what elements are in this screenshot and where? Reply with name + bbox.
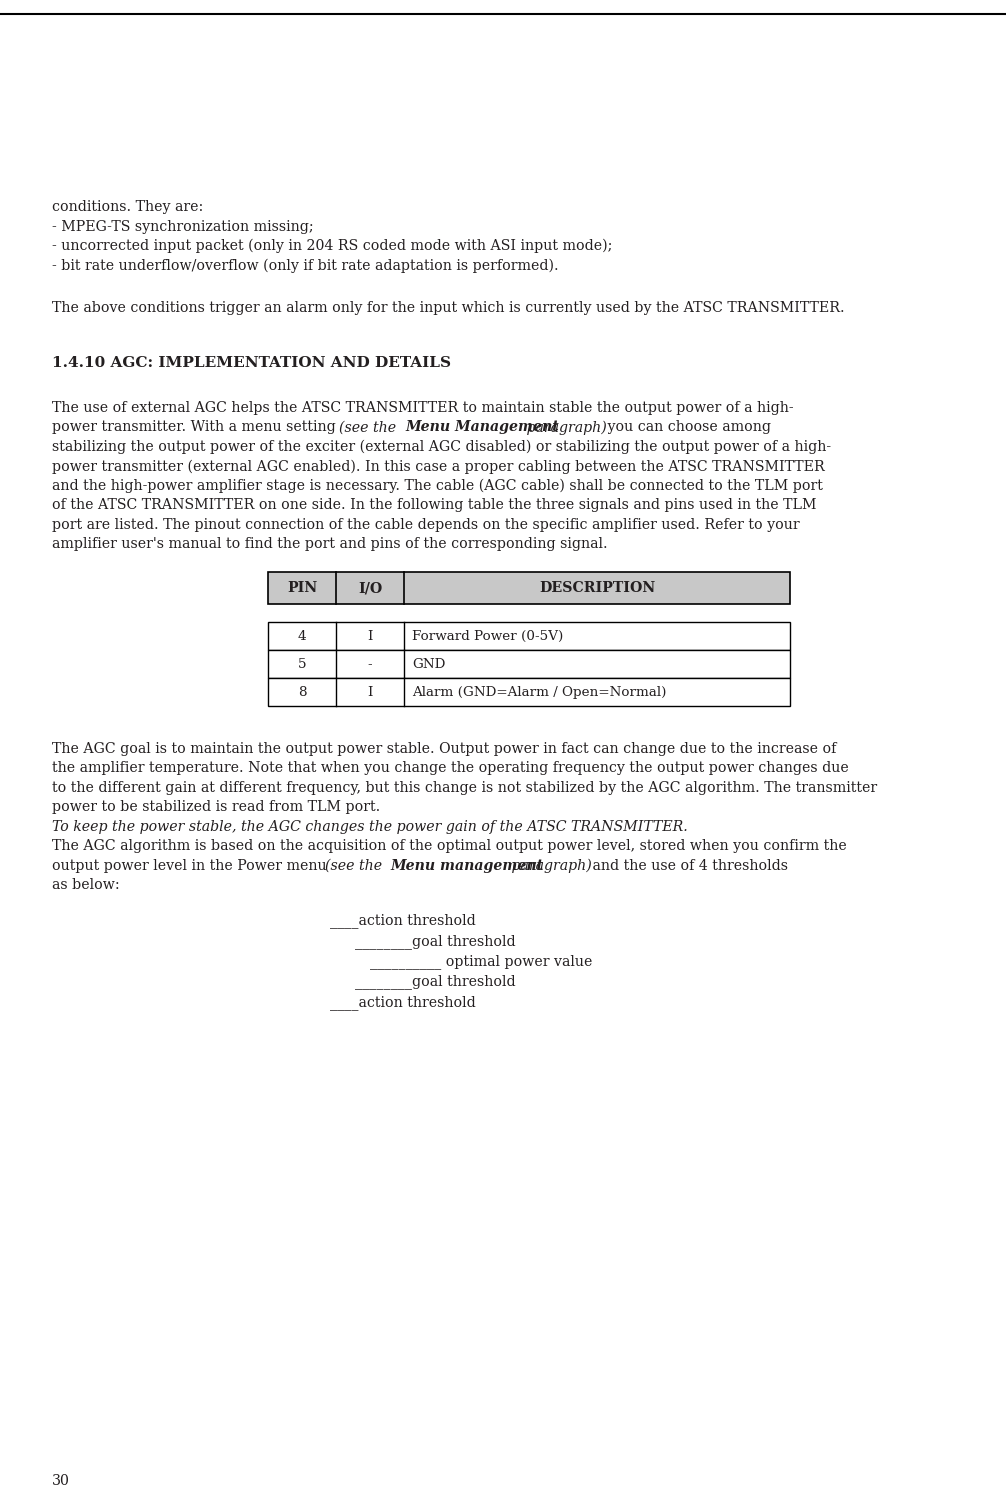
Text: to the different gain at different frequency, but this change is not stabilized : to the different gain at different frequ… [52,781,877,795]
Text: -: - [367,658,372,671]
Text: 30: 30 [52,1473,70,1488]
Text: Forward Power (0-5V): Forward Power (0-5V) [412,629,563,643]
Text: power transmitter. With a menu setting: power transmitter. With a menu setting [52,421,340,434]
Text: the amplifier temperature. Note that when you change the operating frequency the: the amplifier temperature. Note that whe… [52,762,849,775]
Text: The AGC algorithm is based on the acquisition of the optimal output power level,: The AGC algorithm is based on the acquis… [52,840,847,853]
Text: The above conditions trigger an alarm only for the input which is currently used: The above conditions trigger an alarm on… [52,302,845,315]
Text: and the use of 4 thresholds: and the use of 4 thresholds [588,859,788,873]
Text: To keep the power stable, the AGC changes the power gain of the ATSC TRANSMITTER: To keep the power stable, the AGC change… [52,820,688,834]
Text: - bit rate underflow/overflow (only if bit rate adaptation is performed).: - bit rate underflow/overflow (only if b… [52,258,558,273]
Text: and the high-power amplifier stage is necessary. The cable (AGC cable) shall be : and the high-power amplifier stage is ne… [52,479,823,493]
Text: power transmitter (external AGC enabled). In this case a proper cabling between : power transmitter (external AGC enabled)… [52,460,825,473]
Text: ____action threshold: ____action threshold [330,994,476,1009]
Text: power to be stabilized is read from TLM port.: power to be stabilized is read from TLM … [52,801,380,814]
Text: GND: GND [412,658,446,671]
Bar [268,650,790,679]
Text: paragraph): paragraph) [522,421,607,434]
Text: I/O: I/O [358,581,382,595]
Text: 4: 4 [298,629,306,643]
Text: port are listed. The pinout connection of the cable depends on the specific ampl: port are listed. The pinout connection o… [52,518,800,532]
Text: as below:: as below: [52,879,120,892]
Text: PIN: PIN [287,581,317,595]
Text: 5: 5 [298,658,306,671]
Text: I: I [367,686,372,698]
Text: amplifier user's manual to find the port and pins of the corresponding signal.: amplifier user's manual to find the port… [52,538,608,551]
Text: 1.4.10 AGC: IMPLEMENTATION AND DETAILS: 1.4.10 AGC: IMPLEMENTATION AND DETAILS [52,356,451,369]
Text: ________goal threshold: ________goal threshold [355,934,516,948]
Text: conditions. They are:: conditions. They are: [52,200,203,213]
Text: DESCRIPTION: DESCRIPTION [539,581,655,595]
Text: - MPEG-TS synchronization missing;: - MPEG-TS synchronization missing; [52,219,314,233]
Text: ________goal threshold: ________goal threshold [355,975,516,990]
Text: stabilizing the output power of the exciter (external AGC disabled) or stabilizi: stabilizing the output power of the exci… [52,440,831,454]
Text: (see the: (see the [339,421,401,434]
Text: 8: 8 [298,686,306,698]
Text: Menu Management: Menu Management [405,421,559,434]
Text: I: I [367,629,372,643]
Bar [268,622,790,650]
Text: - uncorrected input packet (only in 204 RS coded mode with ASI input mode);: - uncorrected input packet (only in 204 … [52,239,613,254]
Text: The use of external AGC helps the ATSC TRANSMITTER to maintain stable the output: The use of external AGC helps the ATSC T… [52,401,794,415]
Text: paragraph): paragraph) [507,859,592,873]
Text: Menu management: Menu management [391,859,544,873]
Text: (see the: (see the [325,859,386,873]
Text: The AGC goal is to maintain the output power stable. Output power in fact can ch: The AGC goal is to maintain the output p… [52,742,836,756]
Text: you can choose among: you can choose among [603,421,771,434]
Text: output power level in the Power menu: output power level in the Power menu [52,859,331,873]
Text: Alarm (GND=Alarm / Open=Normal): Alarm (GND=Alarm / Open=Normal) [412,686,667,698]
Text: ____action threshold: ____action threshold [330,913,476,928]
Bar [268,679,790,706]
Text: of the ATSC TRANSMITTER on one side. In the following table the three signals an: of the ATSC TRANSMITTER on one side. In … [52,499,817,512]
Text: __________ optimal power value: __________ optimal power value [370,954,593,969]
Bar [268,572,790,604]
